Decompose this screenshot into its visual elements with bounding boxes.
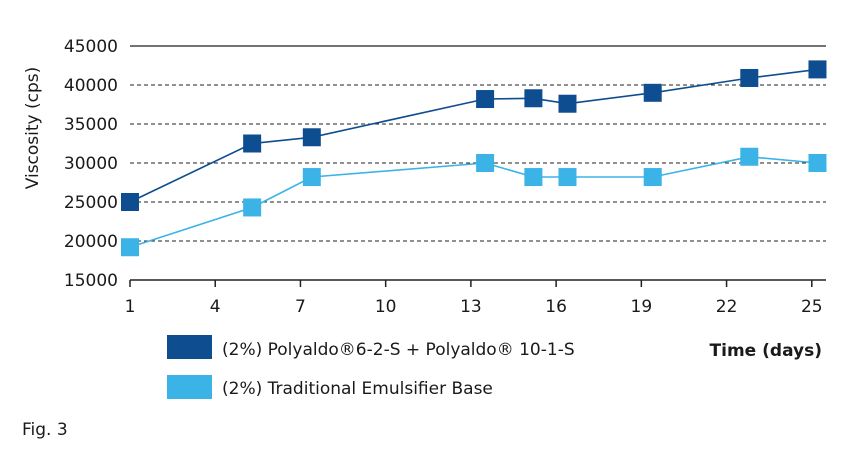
- y-tick-label: 20000: [64, 232, 118, 252]
- series-1-point: [243, 134, 262, 153]
- y-tick-label: 40000: [64, 76, 118, 96]
- series-line-1: [129, 68, 818, 203]
- legend: (2%) Polyaldo®6-2-S + Polyaldo® 10-1-S (…: [167, 335, 575, 399]
- x-axis-label: Time (days): [710, 341, 822, 361]
- x-tick-label: 19: [631, 297, 653, 317]
- legend-swatch-series-1: [167, 335, 212, 359]
- series-2-point: [808, 154, 827, 172]
- series-2-point: [302, 168, 321, 187]
- series-1-point: [808, 60, 827, 79]
- series-1-point: [643, 83, 662, 102]
- series-1-point: [558, 94, 577, 113]
- series-1-point: [302, 128, 321, 147]
- series-2-point: [643, 168, 662, 187]
- series-2-point: [121, 238, 139, 257]
- grid-lines: [130, 45, 826, 242]
- legend-swatch-series-2: [167, 375, 212, 399]
- x-tick-label: 7: [295, 297, 306, 317]
- legend-label-series-1: (2%) Polyaldo®6-2-S + Polyaldo® 10-1-S: [222, 340, 575, 360]
- y-tick-label: 25000: [64, 193, 118, 213]
- x-tick-label: 10: [375, 297, 397, 317]
- y-axis-label: Viscosity (cps): [23, 67, 43, 190]
- y-tick-label: 15000: [64, 271, 118, 291]
- series-2-point: [558, 168, 577, 187]
- series-1-point: [121, 193, 139, 211]
- figure-caption: Fig. 3: [22, 420, 68, 440]
- x-tick-label: 4: [210, 297, 221, 317]
- series-2-point: [524, 168, 543, 187]
- y-tick-label: 30000: [64, 154, 118, 174]
- series-2-point: [740, 147, 759, 166]
- y-tick-label: 35000: [64, 115, 118, 135]
- series-1-point: [740, 68, 759, 87]
- x-tick-label: 16: [545, 297, 567, 317]
- series-layer: [121, 60, 827, 257]
- series-2-point: [476, 154, 495, 172]
- legend-label-series-2: (2%) Traditional Emulsifier Base: [222, 379, 493, 399]
- x-tick-label: 1: [125, 297, 136, 317]
- series-2-point: [243, 198, 262, 217]
- x-tick-label: 22: [716, 297, 738, 317]
- x-tick-label: 25: [801, 297, 823, 317]
- y-tick-label: 45000: [64, 37, 118, 57]
- x-tick-label: 13: [460, 297, 482, 317]
- series-1-point: [476, 90, 495, 109]
- axes: 15000 20000 25000 30000 35000 40000 45000 1 4 7 10…: [64, 37, 826, 317]
- series-1-point: [524, 89, 543, 108]
